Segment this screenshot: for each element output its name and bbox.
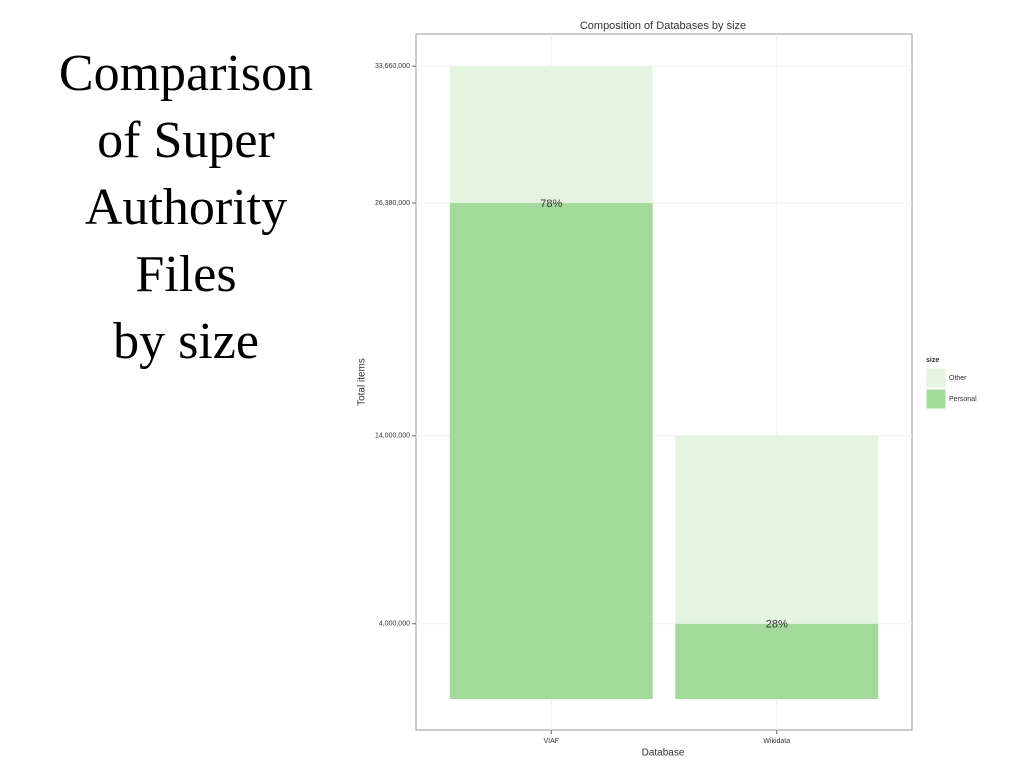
legend-label: Personal	[949, 396, 977, 403]
y-tick-label: 33,660,000	[375, 63, 410, 70]
x-tick-label: VIAF	[543, 738, 559, 745]
slide-title-line: Comparison	[59, 45, 313, 102]
x-axis-label: Database	[642, 748, 685, 759]
slide-title-line: of Super	[97, 112, 275, 169]
legend-swatch	[925, 367, 947, 389]
slide-title-line: by size	[113, 313, 259, 370]
annotation: 78%	[540, 198, 562, 210]
legend-title: size	[926, 357, 939, 364]
slide-title-line: Authority	[85, 179, 287, 236]
slide-title: Comparison of Super Authority Files by size	[59, 45, 313, 370]
bar-segment	[675, 435, 879, 624]
legend-swatch	[925, 388, 947, 410]
y-axis-label: Total items	[357, 358, 368, 406]
y-tick-label: 4,000,000	[379, 621, 410, 628]
y-tick-label: 26,380,000	[375, 200, 410, 207]
chart-title: Composition of Databases by size	[580, 20, 746, 32]
annotation: 28%	[766, 619, 788, 631]
slide-title-line: Files	[135, 246, 236, 303]
legend-label: Other	[949, 375, 967, 382]
x-tick-label: Wikidata	[763, 738, 790, 745]
bar-segment	[449, 66, 653, 204]
bar-segment	[675, 623, 879, 699]
bar-segment	[449, 203, 653, 699]
y-tick-label: 14,000,000	[375, 433, 410, 440]
